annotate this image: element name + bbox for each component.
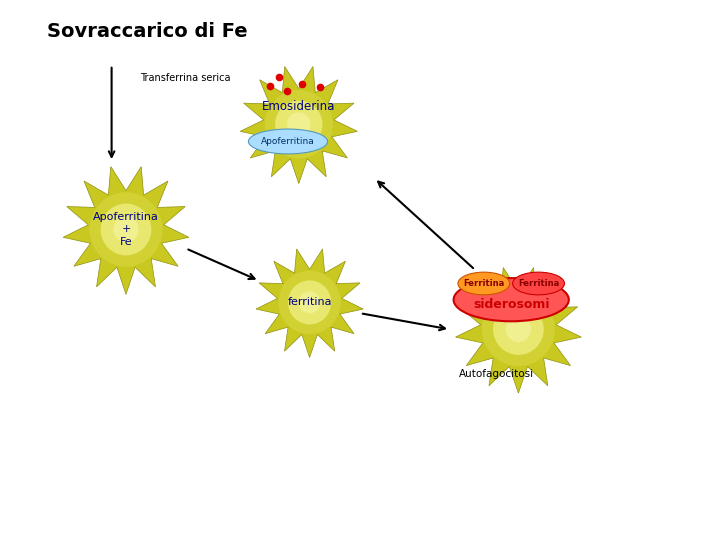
Ellipse shape: [299, 292, 320, 313]
Ellipse shape: [482, 293, 555, 366]
Text: siderosomi: siderosomi: [473, 298, 549, 310]
Polygon shape: [63, 166, 189, 294]
Text: Emosiderina: Emosiderina: [262, 100, 336, 113]
Text: ferritina: ferritina: [287, 298, 332, 307]
Text: Ferritina: Ferritina: [463, 279, 505, 288]
Ellipse shape: [279, 271, 341, 334]
Ellipse shape: [89, 192, 163, 267]
Polygon shape: [240, 66, 357, 184]
Ellipse shape: [265, 90, 333, 158]
Ellipse shape: [458, 272, 510, 295]
Ellipse shape: [288, 280, 331, 325]
Ellipse shape: [287, 112, 310, 136]
Ellipse shape: [454, 278, 569, 321]
Ellipse shape: [248, 129, 328, 154]
Ellipse shape: [275, 100, 323, 148]
Text: Transferrina serica: Transferrina serica: [140, 73, 231, 83]
Ellipse shape: [113, 217, 139, 242]
Ellipse shape: [493, 304, 544, 355]
Ellipse shape: [505, 316, 531, 342]
Text: Autofagocitosi: Autofagocitosi: [459, 369, 534, 379]
Text: Ferritina: Ferritina: [518, 279, 559, 288]
Text: Apoferritina
+
Fe: Apoferritina + Fe: [93, 212, 159, 247]
Polygon shape: [256, 249, 363, 357]
Polygon shape: [456, 267, 581, 393]
Text: Sovraccarico di Fe: Sovraccarico di Fe: [47, 22, 248, 40]
Text: Apoferritina: Apoferritina: [261, 137, 315, 146]
Ellipse shape: [513, 272, 564, 295]
Ellipse shape: [101, 204, 151, 255]
